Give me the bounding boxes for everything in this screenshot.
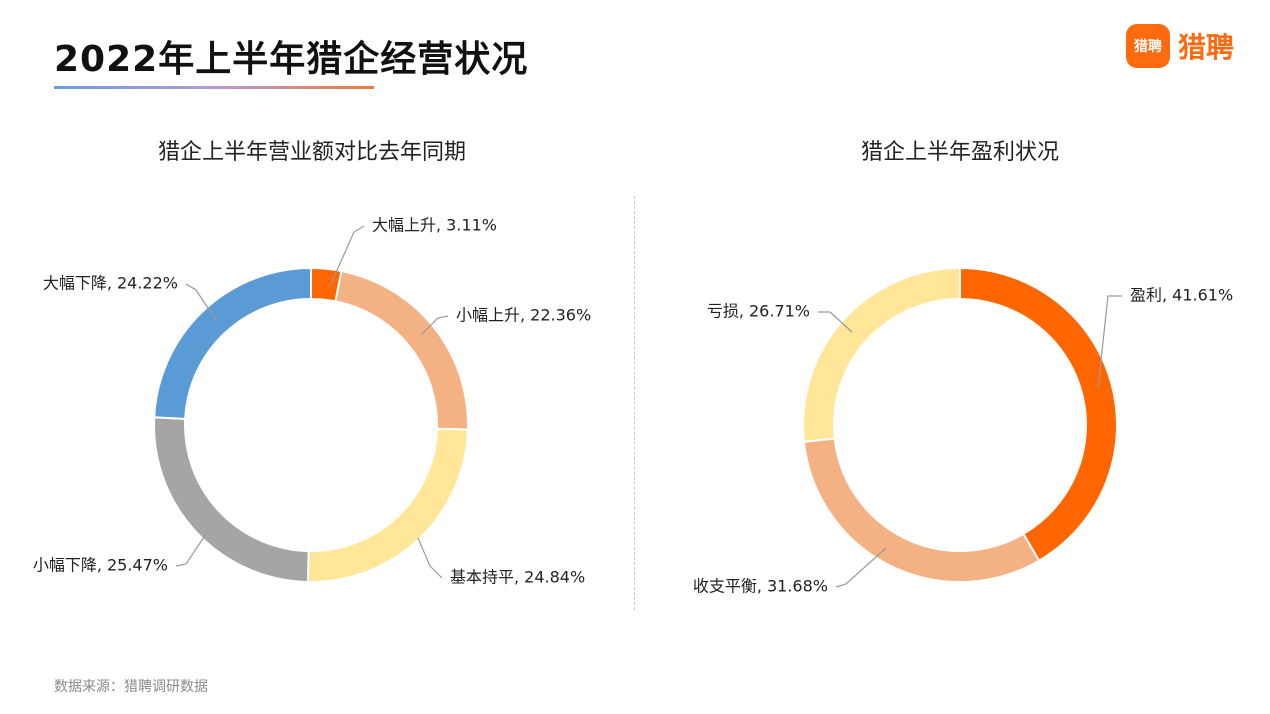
leader-line-0-2 — [417, 537, 443, 579]
leader-line-1-0 — [1097, 295, 1122, 389]
liepin-logo-icon: 猎聘 — [1126, 24, 1170, 68]
data-label-0-1: 小幅上升, 22.36% — [456, 306, 591, 325]
donut-slice-0-2 — [306, 427, 469, 583]
data-label-0-4: 大幅下降, 24.22% — [43, 274, 178, 293]
liepin-logo: 猎聘 猎聘 — [1126, 24, 1234, 68]
leader-line-1-1 — [835, 547, 887, 588]
data-label-0-2: 基本持平, 24.84% — [450, 568, 585, 587]
donut-chart-revenue: 大幅上升, 3.11% 小幅上升, 22.36% 基本持平, 24.84% 小幅下降,… — [33, 216, 591, 587]
data-label-0-3: 小幅下降, 25.47% — [33, 556, 168, 575]
donut-slice-0-1 — [334, 269, 469, 431]
leader-line-0-1 — [421, 315, 449, 335]
leader-line-0-0 — [329, 225, 365, 287]
data-source-note: 数据来源：猎聘调研数据 — [54, 679, 208, 695]
data-label-0-0: 大幅上升, 3.11% — [372, 216, 497, 235]
donut-slice-1-0 — [959, 266, 1119, 563]
page-title: 2022年上半年猎企经营状况 — [54, 39, 529, 80]
donut-slice-0-4 — [153, 266, 312, 420]
chart-title-revenue: 猎企上半年营业额对比去年同期 — [157, 140, 467, 165]
data-label-1-2: 亏损, 26.71% — [707, 302, 810, 321]
donut-slice-1-1 — [802, 437, 1041, 583]
data-label-1-0: 盈利, 41.61% — [1130, 286, 1233, 305]
leader-line-1-2 — [818, 311, 853, 333]
data-label-1-1: 收支平衡, 31.68% — [693, 577, 828, 596]
leader-line-0-4 — [185, 283, 217, 321]
chart-title-profit: 猎企上半年盈利状况 — [860, 140, 1060, 165]
chart-divider — [634, 196, 635, 610]
title-underline — [54, 86, 374, 89]
leader-line-0-3 — [175, 533, 207, 567]
liepin-logo-text: 猎聘 — [1178, 31, 1235, 64]
donut-chart-profit: 盈利, 41.61% 收支平衡, 31.68% 亏损, 26.71% — [693, 266, 1233, 596]
donut-slice-1-2 — [802, 266, 961, 443]
donut-slice-0-3 — [153, 416, 310, 583]
